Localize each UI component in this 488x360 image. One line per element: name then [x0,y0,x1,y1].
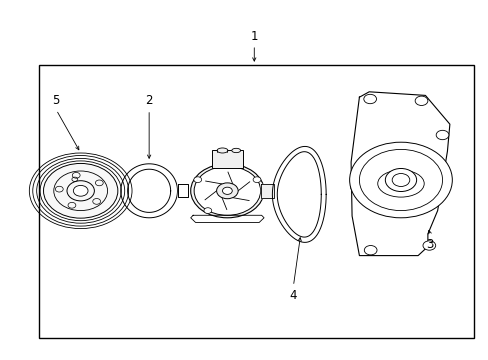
Circle shape [253,177,261,183]
Circle shape [435,130,448,140]
Circle shape [222,187,232,194]
Circle shape [190,164,264,218]
Text: 1: 1 [250,30,258,42]
Text: 4: 4 [289,289,297,302]
Circle shape [349,142,451,218]
Text: 3: 3 [426,238,433,251]
Circle shape [363,94,376,104]
Circle shape [422,241,435,250]
FancyBboxPatch shape [39,65,473,338]
Circle shape [364,246,376,255]
Polygon shape [177,184,188,197]
Circle shape [193,177,201,183]
Circle shape [350,183,363,192]
Text: 2: 2 [145,94,153,107]
Text: 5: 5 [52,94,60,107]
Ellipse shape [217,148,227,153]
Circle shape [203,208,211,213]
Circle shape [194,166,260,215]
Circle shape [216,183,238,199]
Circle shape [414,96,427,105]
FancyBboxPatch shape [211,150,243,168]
Circle shape [385,168,416,192]
Circle shape [43,163,118,218]
Circle shape [73,185,88,196]
Polygon shape [260,184,273,198]
Ellipse shape [231,148,240,153]
